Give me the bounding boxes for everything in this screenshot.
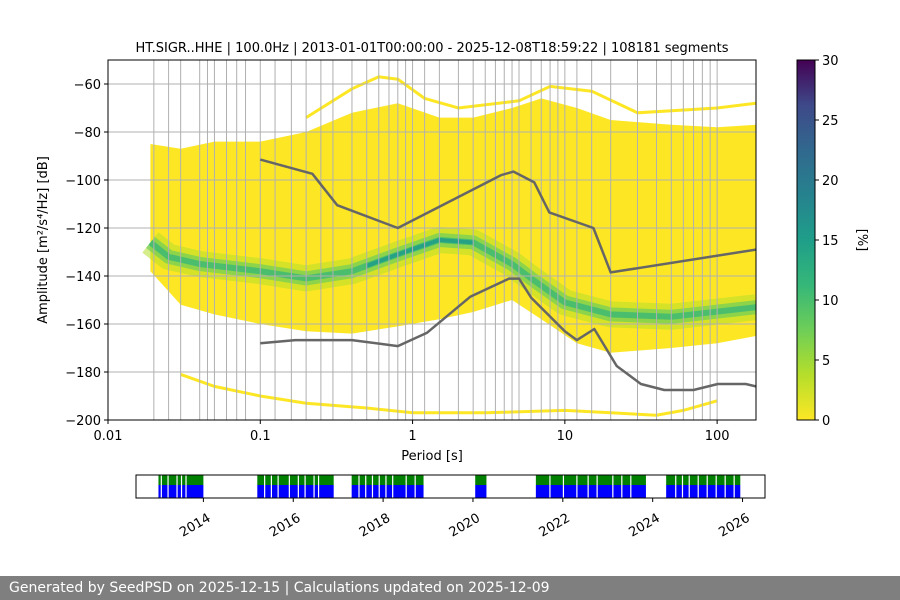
x-axis-label: Period [s] <box>401 449 463 464</box>
availability-green-segment <box>666 475 741 485</box>
availability-gap <box>414 475 416 498</box>
colorbar-tick-label: 5 <box>822 354 830 369</box>
y-tick-label: −120 <box>65 222 101 237</box>
availability-gap <box>621 475 623 498</box>
y-tick-label: −60 <box>74 78 101 93</box>
availability-gap <box>715 475 717 498</box>
noise-model-nhnm <box>259 158 756 274</box>
availability-gap <box>313 475 315 498</box>
availability-green-segment <box>257 475 334 485</box>
availability-tick-label: 2020 <box>447 511 483 541</box>
chart-title: HT.SIGR..HHE | 100.0Hz | 2013-01-01T00:0… <box>135 41 728 56</box>
availability-tick-label: 2014 <box>177 511 213 541</box>
availability-gap <box>365 475 367 498</box>
grid-lines <box>108 60 756 420</box>
availability-gap <box>371 475 374 498</box>
availability-strip <box>158 475 741 498</box>
availability-green-segment <box>158 475 204 485</box>
availability-gap <box>724 475 726 498</box>
plot-frame <box>107 59 757 421</box>
y-tick-label: −200 <box>65 414 101 429</box>
y-axis-label: Amplitude [m²/s⁴/Hz] [dB] <box>36 156 51 324</box>
availability-gap <box>297 475 299 498</box>
availability-gap <box>697 475 699 498</box>
availability-blue-segment <box>475 485 487 498</box>
availability-gap <box>264 475 266 498</box>
availability-blue-segment <box>666 485 741 498</box>
x-tick-label: 0.1 <box>250 429 271 444</box>
colorbar-tick-label: 0 <box>822 414 830 429</box>
y-tick-label: −160 <box>65 318 101 333</box>
availability-gap <box>176 475 178 498</box>
availability-gap <box>405 475 407 498</box>
availability-blue-segment <box>257 485 334 498</box>
colorbar-tick-label: 10 <box>822 294 839 309</box>
availability-gap <box>596 475 598 498</box>
availability-tick-label: 2022 <box>537 511 573 541</box>
availability-gap <box>587 475 589 498</box>
availability-gap <box>167 475 169 498</box>
availability-gap <box>549 475 551 498</box>
y-axis: −200 −180 −160 −140 −120 −100 −80 −60 <box>65 78 108 429</box>
availability-gap <box>385 475 387 498</box>
psd-heatmap <box>142 75 756 417</box>
x-axis: 0.01 0.1 1 10 100 <box>94 420 730 444</box>
availability-gap <box>160 475 162 498</box>
availability-green-segment <box>535 475 646 485</box>
colorbar <box>796 59 816 421</box>
x-tick-label: 100 <box>705 429 730 444</box>
footer-bar: Generated by SeedPSD on 2025-12-15 | Cal… <box>0 576 900 600</box>
availability-gap <box>270 475 272 498</box>
availability-gap <box>562 475 565 498</box>
x-tick-label: 1 <box>408 429 416 444</box>
psd-mode-peak <box>366 237 474 268</box>
y-tick-label: −140 <box>65 270 101 285</box>
x-tick-label: 10 <box>557 429 574 444</box>
y-tick-label: −100 <box>65 174 101 189</box>
availability-tick-label: 2024 <box>627 511 663 541</box>
availability-green-segment <box>351 475 424 485</box>
availability-gap <box>733 475 735 498</box>
colorbar-tick-label: 20 <box>822 174 839 189</box>
availability-axis: 2014 2016 2018 2020 2022 2024 2026 <box>177 498 753 541</box>
availability-blue-segment <box>158 485 204 498</box>
availability-gap <box>358 475 360 498</box>
x-tick-label: 0.01 <box>94 429 123 444</box>
availability-gap <box>288 475 290 498</box>
y-tick-label: −180 <box>65 366 101 381</box>
availability-blue-segment <box>351 485 424 498</box>
colorbar-label: [%] <box>854 229 869 252</box>
availability-gap <box>706 475 708 498</box>
colorbar-tick-label: 25 <box>822 114 839 129</box>
availability-tick-label: 2026 <box>716 511 752 541</box>
availability-gap <box>688 475 690 498</box>
availability-gap <box>392 475 394 498</box>
availability-frame <box>135 474 766 499</box>
availability-gap <box>277 475 279 498</box>
colorbar-tick-label: 30 <box>822 54 839 69</box>
psd-upper-tail <box>305 75 756 119</box>
availability-tick-label: 2018 <box>357 511 393 541</box>
noise-models <box>259 158 756 392</box>
availability-gap <box>630 475 632 498</box>
footer-text: Generated by SeedPSD on 2025-12-15 | Cal… <box>9 580 550 596</box>
availability-blue-segment <box>535 485 646 498</box>
availability-gap <box>612 475 614 498</box>
availability-gap <box>185 475 187 498</box>
availability-gap <box>378 475 380 498</box>
psd-lower-tail <box>180 372 718 417</box>
availability-gap <box>180 475 183 498</box>
colorbar-axis: 0 5 10 15 20 25 30 <box>815 54 839 429</box>
noise-model-nlnm <box>260 277 756 392</box>
availability-gap <box>675 475 677 498</box>
availability-gap <box>681 475 684 498</box>
availability-green-segment <box>475 475 487 485</box>
availability-tick-label: 2016 <box>267 511 303 541</box>
colorbar-tick-label: 15 <box>822 234 839 249</box>
availability-gap <box>576 475 578 498</box>
psd-figure: HT.SIGR..HHE | 100.0Hz | 2013-01-01T00:0… <box>36 41 869 541</box>
y-tick-label: −80 <box>74 126 101 141</box>
availability-gap <box>317 475 320 498</box>
availability-gap <box>304 475 306 498</box>
